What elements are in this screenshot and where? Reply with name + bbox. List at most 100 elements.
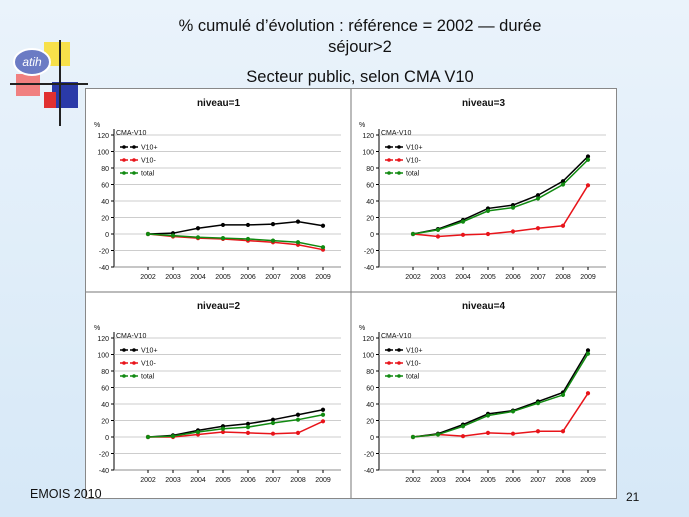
- y-tick-label: 0: [105, 232, 109, 239]
- data-point-V10+: [220, 222, 226, 228]
- series-line-total: [147, 413, 324, 438]
- legend-label-total: total: [141, 374, 155, 381]
- x-tick-label: 2006: [505, 477, 521, 484]
- logo-red-square: [44, 92, 56, 108]
- x-tick-label: 2008: [555, 477, 571, 484]
- data-point-V10+: [270, 222, 276, 227]
- logo-blue-square: [52, 82, 78, 108]
- data-point-V10-: [585, 183, 591, 188]
- x-tick-label: 2004: [190, 274, 206, 281]
- data-point-V10-: [435, 234, 441, 239]
- y-tick-label: 20: [366, 216, 374, 223]
- y-tick-label: -20: [99, 249, 109, 256]
- data-point-total: [560, 392, 566, 398]
- atih-logo: atih: [10, 40, 88, 126]
- data-point-total: [510, 409, 516, 414]
- y-tick-label: 80: [366, 166, 374, 173]
- legend-marker-V10-: [387, 361, 391, 365]
- legend-label-V10+: V10+: [406, 145, 423, 152]
- legend-marker-total: [132, 171, 136, 175]
- legend-marker-V10+: [397, 145, 401, 149]
- series-line-total: [412, 353, 589, 438]
- data-point-V10-: [485, 231, 491, 237]
- y-tick-label: -40: [364, 265, 374, 272]
- data-point-total: [195, 429, 201, 435]
- legend-marker-total: [122, 374, 126, 378]
- x-tick-label: 2009: [580, 477, 596, 484]
- legend-label-total: total: [141, 171, 155, 178]
- y-tick-label: 100: [362, 150, 374, 157]
- x-tick-label: 2003: [165, 477, 181, 484]
- y-axis-label: %: [94, 325, 100, 332]
- x-tick-label: 2005: [480, 477, 496, 484]
- data-point-V10-: [585, 391, 591, 396]
- page-number: 21: [626, 490, 640, 504]
- legend-marker-V10-: [397, 158, 401, 162]
- x-tick-label: 2007: [265, 274, 281, 281]
- y-axis-label: %: [359, 325, 365, 332]
- y-tick-label: 60: [101, 386, 109, 393]
- data-point-total: [220, 426, 226, 431]
- y-tick-label: 120: [97, 336, 109, 343]
- data-point-V10+: [295, 219, 301, 224]
- chart-title: niveau=2: [197, 301, 241, 312]
- data-point-total: [535, 401, 541, 406]
- x-tick-label: 2007: [530, 274, 546, 281]
- legend-marker-V10+: [122, 348, 126, 352]
- series-line-total: [147, 233, 324, 248]
- data-point-V10-: [320, 419, 326, 424]
- data-point-total: [320, 412, 326, 417]
- x-tick-label: 2007: [265, 477, 281, 484]
- legend-marker-V10-: [397, 361, 401, 365]
- legend-marker-V10+: [132, 348, 136, 352]
- y-tick-label: 80: [101, 166, 109, 173]
- y-tick-label: -20: [364, 452, 374, 459]
- legend-label-total: total: [406, 374, 420, 381]
- series-line-V10+: [412, 155, 589, 235]
- y-tick-label: 80: [101, 369, 109, 376]
- data-point-V10-: [510, 431, 516, 436]
- data-point-total: [195, 235, 201, 240]
- y-tick-label: 0: [370, 232, 374, 239]
- data-point-total: [485, 208, 491, 213]
- data-point-V10-: [245, 430, 251, 435]
- legend-label-V10+: V10+: [406, 348, 423, 355]
- data-point-total: [435, 432, 441, 437]
- legend-marker-V10+: [132, 145, 136, 149]
- x-tick-label: 2009: [315, 477, 331, 484]
- data-point-V10-: [510, 229, 516, 234]
- logo-text: atih: [22, 55, 42, 69]
- chart-panel: niveau=1% -40 -20 0 20 40 60 80 100 120 2002 2003 20…: [85, 88, 617, 499]
- legend-label-V10-: V10-: [141, 361, 156, 368]
- data-point-V10-: [295, 430, 301, 435]
- chart-3: niveau=4% -40 -20 0 20 40 60 80 100 120 2002 2003 20…: [359, 301, 606, 484]
- legend-marker-V10-: [132, 361, 136, 365]
- legend-marker-total: [132, 374, 136, 378]
- x-tick-label: 2008: [555, 274, 571, 281]
- data-point-V10+: [560, 179, 566, 184]
- y-tick-label: 40: [366, 199, 374, 206]
- y-tick-label: -40: [99, 265, 109, 272]
- series-line-V10+: [147, 220, 324, 235]
- y-tick-label: -40: [99, 468, 109, 475]
- data-point-V10-: [270, 431, 276, 436]
- data-point-V10+: [320, 407, 326, 412]
- series-line-V10+: [147, 409, 324, 438]
- data-point-total: [170, 233, 176, 238]
- x-tick-label: 2006: [240, 477, 256, 484]
- data-point-total: [145, 434, 151, 440]
- y-tick-label: -40: [364, 468, 374, 475]
- data-point-V10-: [560, 429, 566, 434]
- series-line-V10-: [148, 420, 324, 438]
- data-point-total: [485, 413, 491, 418]
- data-point-V10-: [460, 232, 466, 237]
- data-point-V10+: [585, 348, 591, 353]
- chart-1: niveau=3% -40 -20 0 20 40 60 80 100 120 2002 2003 20…: [359, 98, 606, 281]
- data-point-V10-: [485, 430, 491, 435]
- y-tick-label: 0: [105, 435, 109, 442]
- x-tick-label: 2005: [215, 477, 231, 484]
- legend-label-total: total: [406, 171, 420, 178]
- legend-marker-total: [397, 171, 401, 175]
- y-tick-label: 20: [101, 216, 109, 223]
- x-tick-label: 2002: [140, 274, 156, 281]
